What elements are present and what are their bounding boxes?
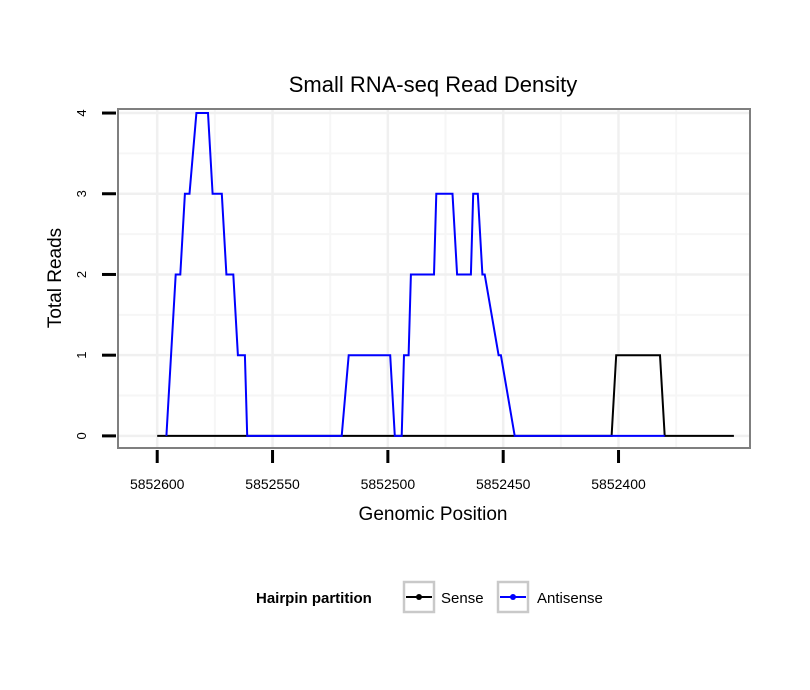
x-tick-label: 5852400 xyxy=(591,476,646,492)
legend-label-antisense: Antisense xyxy=(537,590,603,607)
x-axis-title: Genomic Position xyxy=(359,504,508,525)
x-tick-label: 5852550 xyxy=(245,476,300,492)
series-layer xyxy=(157,112,734,437)
chart-title: Small RNA-seq Read Density xyxy=(289,72,578,97)
legend-title: Hairpin partition xyxy=(256,590,372,607)
y-tick-label: 2 xyxy=(74,271,89,278)
x-tick-label: 5852600 xyxy=(130,476,185,492)
legend-item-antisense: Antisense xyxy=(496,580,603,614)
plot-border xyxy=(117,108,751,449)
legend: Hairpin partition Sense Antisense xyxy=(256,580,603,614)
x-axis: 5852600 5852550 5852500 5852450 5852400 xyxy=(130,450,646,492)
plot-background xyxy=(118,109,750,448)
minor-gridlines xyxy=(118,109,750,448)
legend-label-sense: Sense xyxy=(441,590,484,607)
series-line-antisense xyxy=(165,112,665,437)
x-tick-label: 5852450 xyxy=(476,476,531,492)
x-tick-label: 5852500 xyxy=(361,476,416,492)
y-axis-title: Total Reads xyxy=(45,228,66,328)
legend-point-antisense xyxy=(510,594,516,600)
y-tick-label: 1 xyxy=(74,352,89,359)
legend-point-sense xyxy=(416,594,422,600)
y-tick-label: 0 xyxy=(74,432,89,439)
y-tick-label: 3 xyxy=(74,190,89,197)
legend-item-sense: Sense xyxy=(402,580,484,614)
series-line-sense xyxy=(157,354,734,437)
y-tick-label: 4 xyxy=(74,109,89,116)
y-axis: 0 1 2 3 4 xyxy=(74,109,116,440)
plot-panel xyxy=(117,108,751,449)
